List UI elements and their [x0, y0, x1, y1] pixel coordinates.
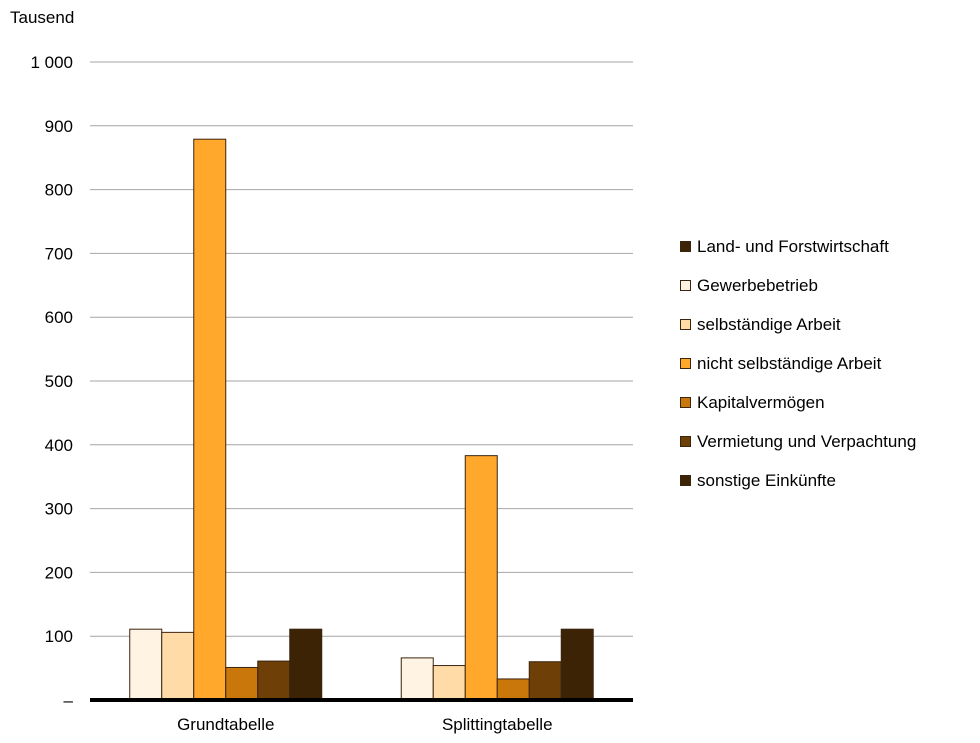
legend-item: Kapitalvermögen — [680, 383, 980, 422]
y-tick-label: 500 — [45, 372, 73, 391]
legend-swatch — [680, 241, 691, 252]
legend-item: Vermietung und Verpachtung — [680, 422, 980, 461]
legend-swatch — [680, 280, 691, 291]
legend-item: nicht selbständige Arbeit — [680, 344, 980, 383]
y-tick-label: 600 — [45, 308, 73, 327]
y-tick-label: 100 — [45, 627, 73, 646]
legend-label: Gewerbebetrieb — [697, 275, 818, 295]
legend-swatch — [680, 358, 691, 369]
legend-swatch — [680, 319, 691, 330]
bar-grundtabelle-2 — [193, 138, 227, 701]
y-tick-label: 1 000 — [30, 53, 73, 72]
legend-label: sonstige Einkünfte — [697, 470, 836, 490]
bar-splittingtabelle-5 — [560, 628, 594, 701]
bar-splittingtabelle-3 — [496, 678, 530, 701]
bar-grundtabelle-1 — [161, 631, 195, 701]
y-tick-label: 700 — [45, 244, 73, 263]
legend-item: selbständige Arbeit — [680, 305, 980, 344]
legend-item: Gewerbebetrieb — [680, 266, 980, 305]
legend-label: selbständige Arbeit — [697, 314, 841, 334]
y-tick-label: – — [64, 691, 74, 710]
bar-splittingtabelle-1 — [432, 665, 466, 701]
legend: Land- und Forstwirtschaft Gewerbebetrieb s… — [680, 227, 980, 500]
bar-grundtabelle-3 — [225, 666, 259, 701]
legend-swatch — [680, 397, 691, 408]
bar-grundtabelle-0 — [129, 628, 163, 701]
legend-label: Vermietung und Verpachtung — [697, 431, 917, 451]
y-tick-label: 200 — [45, 563, 73, 582]
bar-splittingtabelle-2 — [464, 455, 498, 701]
x-category-label: Grundtabelle — [177, 715, 274, 734]
y-tick-label: 300 — [45, 500, 73, 519]
y-tick-label: 800 — [45, 181, 73, 200]
legend-swatch — [680, 436, 691, 447]
x-category-label: Splittingtabelle — [442, 715, 553, 734]
legend-label: Land- und Forstwirtschaft — [697, 236, 889, 256]
y-axis-unit-label: Tausend — [10, 8, 75, 27]
legend-item: Land- und Forstwirtschaft — [680, 227, 980, 266]
legend-item: sonstige Einkünfte — [680, 461, 980, 500]
legend-label: Kapitalvermögen — [697, 392, 825, 412]
bar-grundtabelle-4 — [257, 660, 291, 701]
legend-label: nicht selbständige Arbeit — [697, 353, 882, 373]
legend-swatch — [680, 475, 691, 486]
y-tick-label: 900 — [45, 117, 73, 136]
bar-grundtabelle-5 — [289, 628, 323, 701]
bar-splittingtabelle-0 — [400, 657, 434, 701]
bar-splittingtabelle-4 — [528, 661, 562, 701]
y-tick-label: 400 — [45, 436, 73, 455]
